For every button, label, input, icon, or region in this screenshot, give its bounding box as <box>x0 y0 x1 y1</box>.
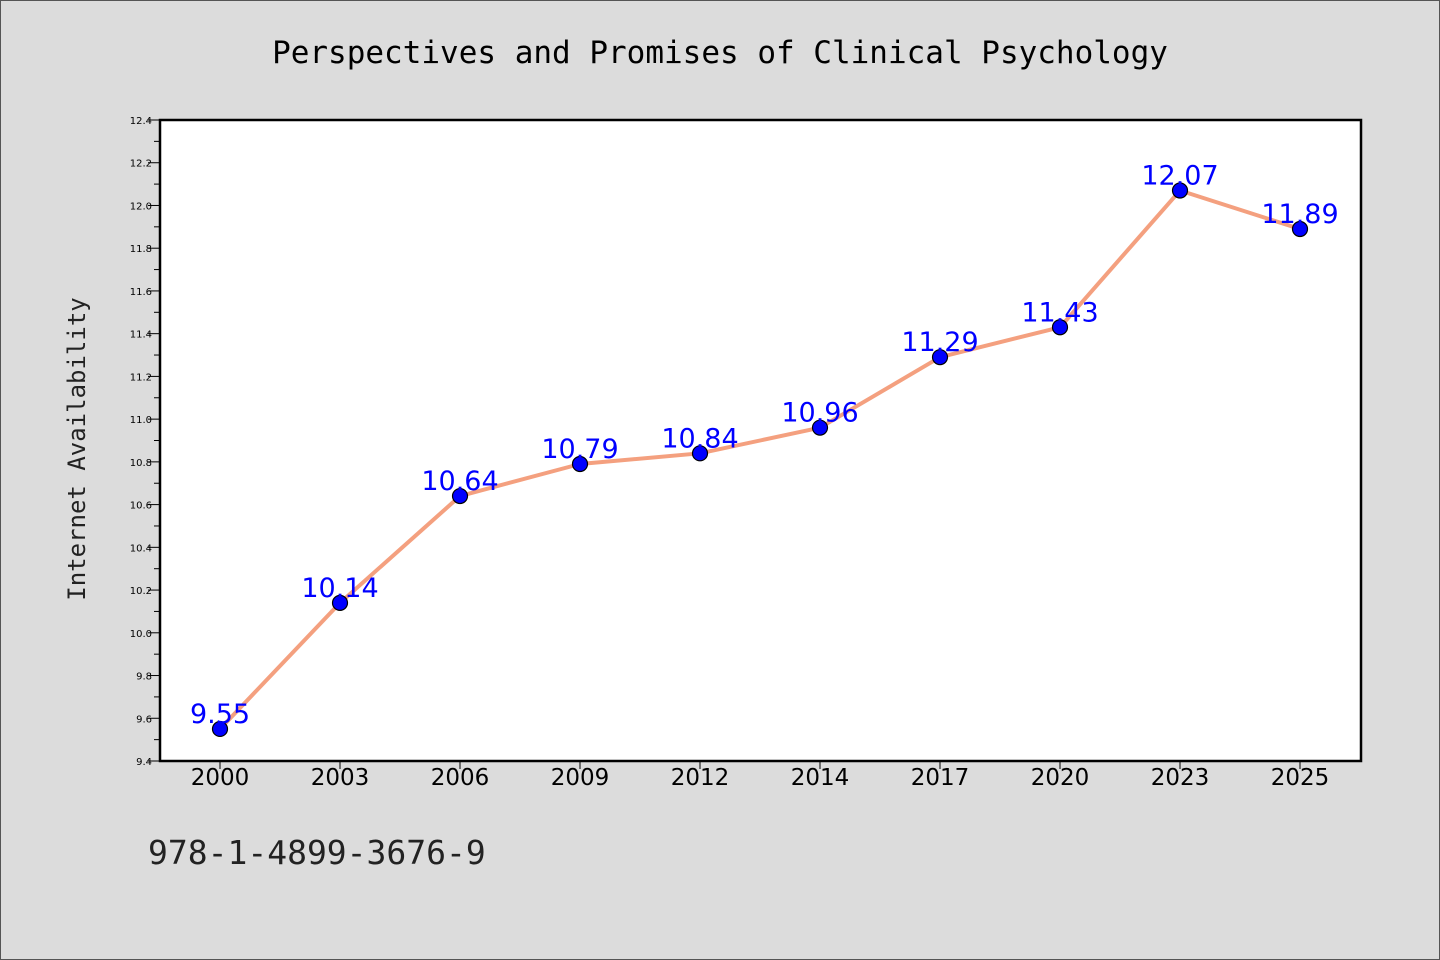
data-labels: 9.55 10.14 10.64 10.79 10.84 10.96 11.29 11.43 1… <box>190 161 1339 730</box>
data-point <box>1291 220 1309 238</box>
chart-title: Perspectives and Promises of Clinical Ps… <box>272 35 1168 71</box>
data-point <box>811 419 829 436</box>
x-tick-label: 2017 <box>911 765 970 791</box>
x-tick-label: 2025 <box>1271 765 1330 791</box>
data-label: 10.96 <box>781 398 858 429</box>
y-tick-label: 10.4 <box>130 543 152 554</box>
x-tick-label: 2006 <box>431 765 490 791</box>
isbn-footer: 978-1-4899-3676-9 <box>148 833 486 872</box>
y-tick-label: 11.0 <box>130 415 152 426</box>
x-tick-label: 2023 <box>1151 765 1210 791</box>
data-point <box>1051 319 1069 336</box>
y-tick-label: 10.0 <box>130 629 152 640</box>
x-tick-label: 2020 <box>1031 765 1090 791</box>
y-tick-label: 10.6 <box>130 501 152 512</box>
y-tick-label: 10.2 <box>130 586 152 597</box>
data-point <box>211 720 229 738</box>
x-tick-label: 2000 <box>191 765 250 791</box>
y-tick-label: 12.4 <box>130 116 152 127</box>
x-axis: 2000 2003 2006 2009 2012 2014 2017 2020 2023 2025 <box>191 761 1330 791</box>
plot-area <box>158 118 1363 763</box>
y-tick-label: 10.8 <box>130 458 152 469</box>
y-tick-label: 11.8 <box>130 244 152 255</box>
y-axis: 9.4 9.6 9.8 10.0 10.2 10.4 10.6 10.8 11.0 11.2 11.… <box>130 116 160 768</box>
x-tick-label: 2012 <box>671 765 730 791</box>
series-line <box>218 188 1301 731</box>
data-label: 10.64 <box>421 466 498 497</box>
data-point <box>931 349 949 366</box>
y-tick-label: 9.6 <box>136 714 152 725</box>
data-label: 10.84 <box>661 423 738 454</box>
data-label: 10.14 <box>301 573 378 604</box>
y-tick-label: 12.0 <box>130 201 152 212</box>
data-label: 12.07 <box>1141 161 1218 192</box>
data-label: 10.79 <box>541 434 618 465</box>
data-label: 11.29 <box>901 327 978 358</box>
x-tick-label: 2014 <box>791 765 850 791</box>
data-point <box>571 455 589 473</box>
y-tick-label: 12.2 <box>130 159 152 170</box>
data-point <box>1171 182 1189 199</box>
data-point <box>451 487 469 505</box>
data-label: 11.43 <box>1021 297 1098 328</box>
x-tick-label: 2009 <box>551 765 610 791</box>
x-tick-label: 2003 <box>311 765 370 791</box>
data-point <box>331 594 349 611</box>
y-tick-label: 9.8 <box>136 672 152 683</box>
y-tick-label: 11.4 <box>130 330 152 341</box>
data-point <box>691 445 709 462</box>
y-tick-label: 11.6 <box>130 287 152 298</box>
data-label: 11.89 <box>1261 199 1338 230</box>
y-tick-label: 9.4 <box>136 757 152 768</box>
y-tick-label: 11.2 <box>130 372 152 383</box>
data-label: 9.55 <box>190 699 250 730</box>
y-axis-label: Internet Availability <box>63 297 91 600</box>
series-markers <box>211 182 1309 738</box>
